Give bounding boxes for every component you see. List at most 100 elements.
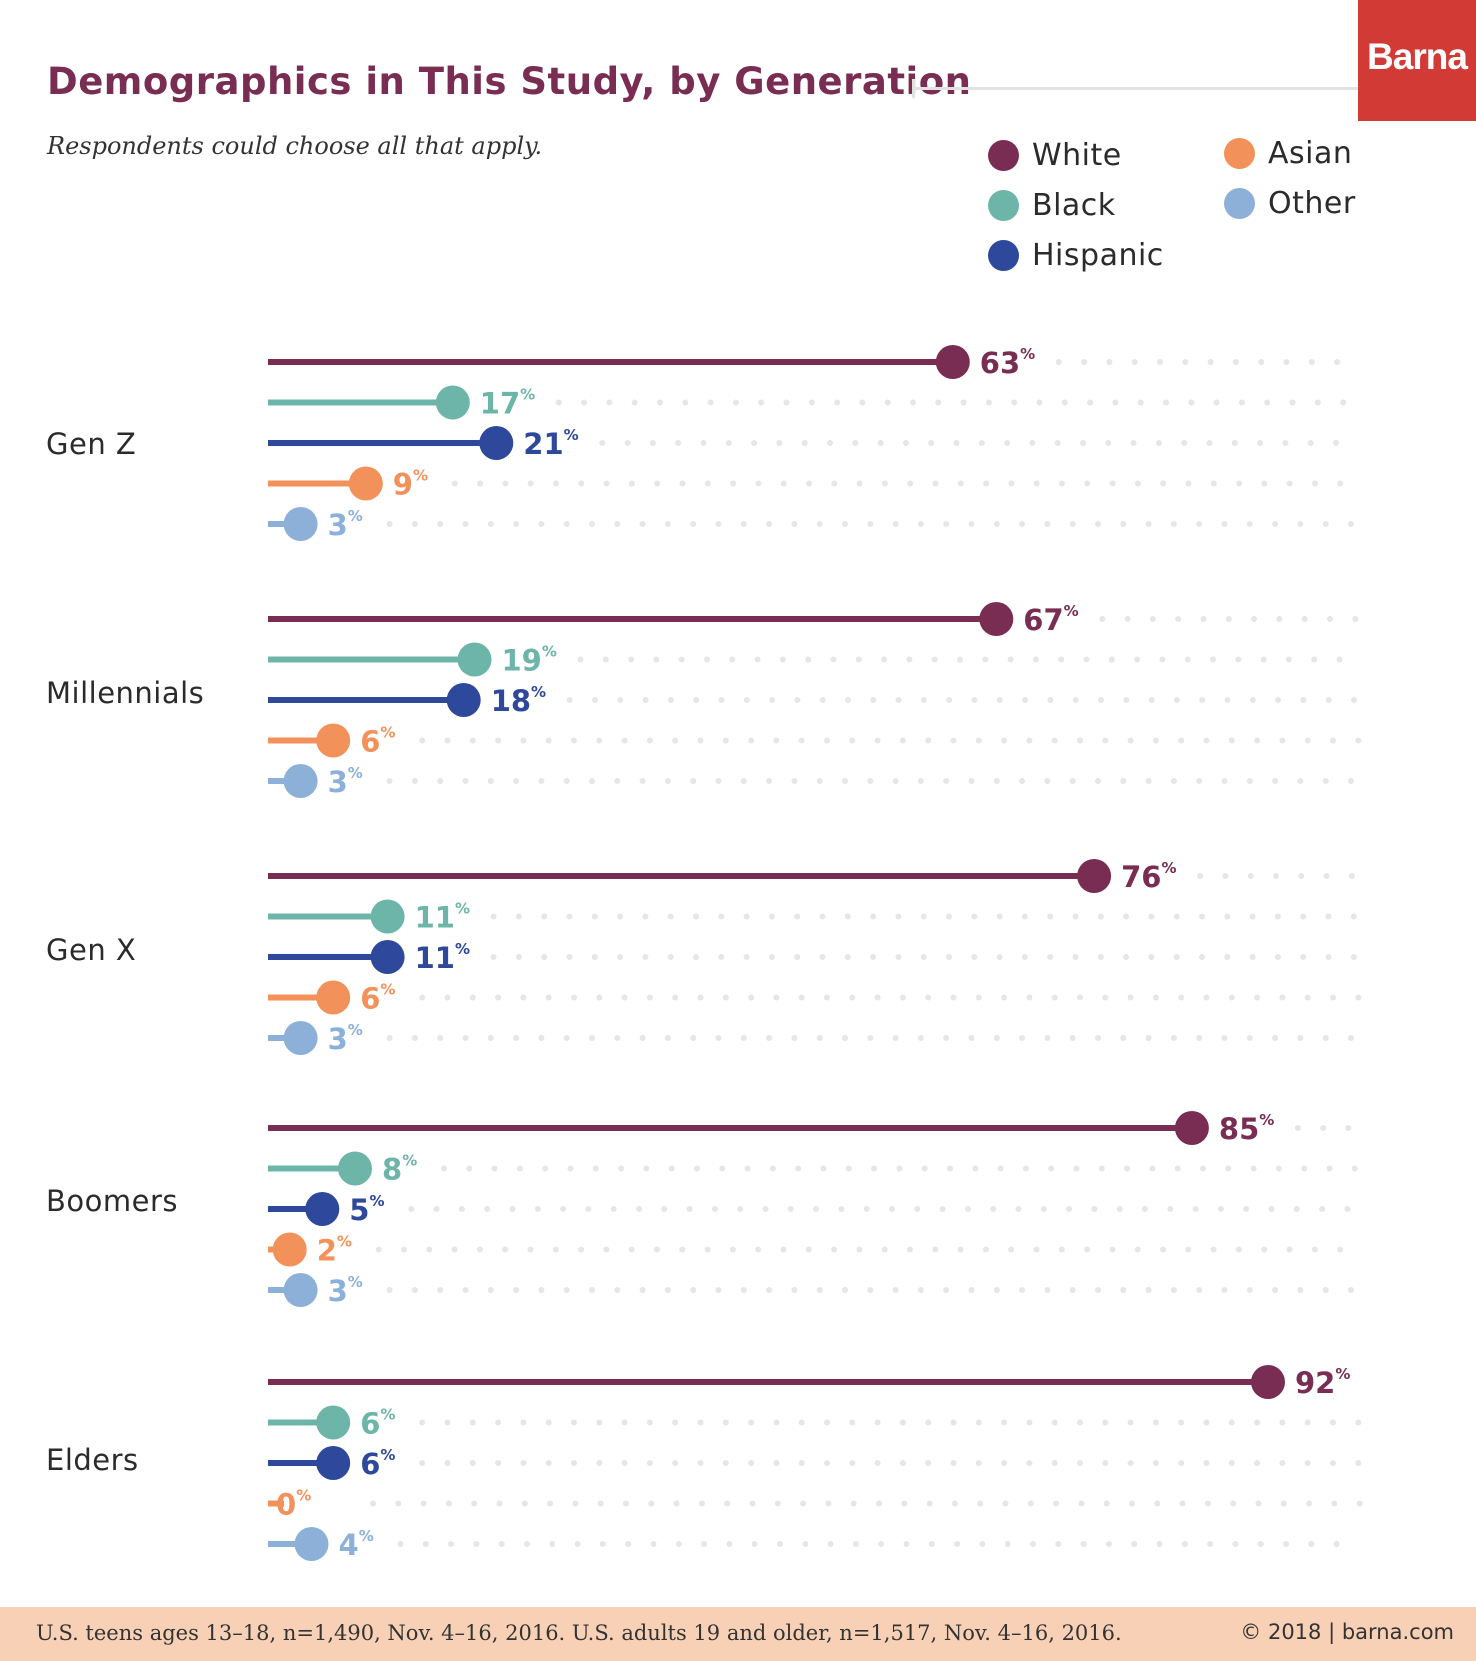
grid-dot xyxy=(596,737,603,744)
grid-dot xyxy=(769,697,776,703)
grid-dot xyxy=(1011,399,1018,406)
grid-dot xyxy=(1127,994,1134,1001)
grid-dot xyxy=(1159,656,1166,663)
grid-dot xyxy=(445,1500,452,1507)
grid-dot xyxy=(1170,521,1177,527)
grid-dot xyxy=(997,1165,1004,1172)
legend-item-other: Other xyxy=(1224,186,1356,221)
grid-dot xyxy=(545,994,552,1001)
grid-dot xyxy=(444,994,451,1001)
grid-dot xyxy=(1243,1206,1250,1212)
grid-dot xyxy=(642,913,649,920)
grid-dot xyxy=(1320,1125,1327,1131)
grid-dot xyxy=(664,1035,671,1041)
legend-item-hispanic: Hispanic xyxy=(988,238,1164,273)
grid-dot xyxy=(648,1500,655,1507)
grid-dot xyxy=(1294,1125,1301,1131)
grid-dot xyxy=(462,1287,469,1293)
grid-dot xyxy=(896,1165,903,1172)
grid-dot xyxy=(1286,1246,1293,1253)
grid-dot xyxy=(617,913,624,920)
grid-dot xyxy=(1179,1500,1186,1507)
grid-dot xyxy=(1069,1287,1076,1293)
grid-dot xyxy=(1247,873,1254,879)
grid-dot xyxy=(766,1287,773,1293)
grid-dot xyxy=(621,737,628,744)
grid-dot xyxy=(968,521,975,527)
grid-dot xyxy=(697,737,704,744)
grid-dot xyxy=(1095,521,1101,527)
grid-dot xyxy=(1170,778,1177,784)
grid-dot xyxy=(1355,1460,1362,1466)
grid-dot xyxy=(578,480,585,487)
grid-dot xyxy=(743,954,750,960)
grid-dot xyxy=(1026,994,1033,1001)
grid-dot xyxy=(469,1460,476,1466)
grid-dot xyxy=(1196,1035,1203,1041)
grid-dot xyxy=(867,778,874,784)
grid-dot xyxy=(571,737,577,744)
grid-dot xyxy=(513,1035,520,1041)
grid-dot xyxy=(1077,737,1083,744)
grid-dot xyxy=(538,1035,545,1041)
grid-dot xyxy=(1188,399,1195,406)
grid-dot xyxy=(673,1500,680,1507)
barna-logo: Barna xyxy=(1358,0,1476,121)
data-label-suffix: % xyxy=(1161,859,1176,877)
grid-dot xyxy=(419,994,426,1001)
grid-dot xyxy=(1091,1206,1098,1212)
grid-dot xyxy=(766,1035,773,1041)
grid-dot xyxy=(892,521,899,527)
grid-dot xyxy=(591,954,598,960)
data-label-suffix: % xyxy=(520,386,535,404)
grid-dot xyxy=(545,1419,552,1426)
grid-dot xyxy=(1337,480,1344,487)
grid-dot xyxy=(711,1206,718,1212)
grid-dot xyxy=(599,1541,606,1547)
grid-dot xyxy=(1268,1206,1275,1212)
grid-dot xyxy=(490,913,497,920)
grid-dot xyxy=(1130,440,1137,446)
grid-dot xyxy=(1196,521,1203,527)
grid-dot xyxy=(704,1246,711,1253)
grid-dot xyxy=(715,1035,722,1041)
grid-dot xyxy=(401,1246,407,1253)
grid-dot xyxy=(624,440,631,446)
grid-dot xyxy=(1300,697,1307,703)
data-label-boomers-black: 8% xyxy=(382,1152,417,1187)
grid-dot xyxy=(471,1500,478,1507)
grid-dot xyxy=(715,521,722,527)
grid-dot xyxy=(1325,697,1332,703)
grid-dot xyxy=(618,1165,625,1172)
grid-dot xyxy=(1178,1460,1185,1466)
grid-dot xyxy=(563,521,570,527)
grid-dot xyxy=(1340,399,1347,406)
grid-dot xyxy=(1251,616,1258,622)
grid-dot xyxy=(1327,616,1333,622)
grid-dot xyxy=(1001,737,1008,744)
grid-dot xyxy=(1352,616,1359,622)
grid-dot xyxy=(1098,1165,1105,1172)
grid-dot xyxy=(649,440,656,446)
grid-dot xyxy=(842,1035,848,1041)
grid-dot xyxy=(542,1165,549,1172)
grid-dot xyxy=(1029,440,1036,446)
grid-dot xyxy=(824,1460,830,1466)
grid-dot xyxy=(1145,778,1152,784)
legend-item-white: White xyxy=(988,138,1122,173)
grid-dot xyxy=(631,399,638,406)
grid-dot xyxy=(1145,1035,1152,1041)
grid-dot xyxy=(1333,1541,1340,1547)
grid-dot xyxy=(874,1460,881,1466)
grid-dot xyxy=(592,1165,599,1172)
grid-dot xyxy=(1261,1246,1268,1253)
grid-dot xyxy=(1108,656,1115,663)
legend-swatch-white xyxy=(988,140,1019,171)
grid-dot xyxy=(1258,359,1265,365)
grid-dot xyxy=(1019,1035,1026,1041)
grid-dot xyxy=(1308,359,1315,365)
grid-dot xyxy=(867,521,874,527)
grid-dot xyxy=(426,1246,433,1253)
grid-dot xyxy=(794,697,801,703)
grid-dot xyxy=(566,697,573,703)
